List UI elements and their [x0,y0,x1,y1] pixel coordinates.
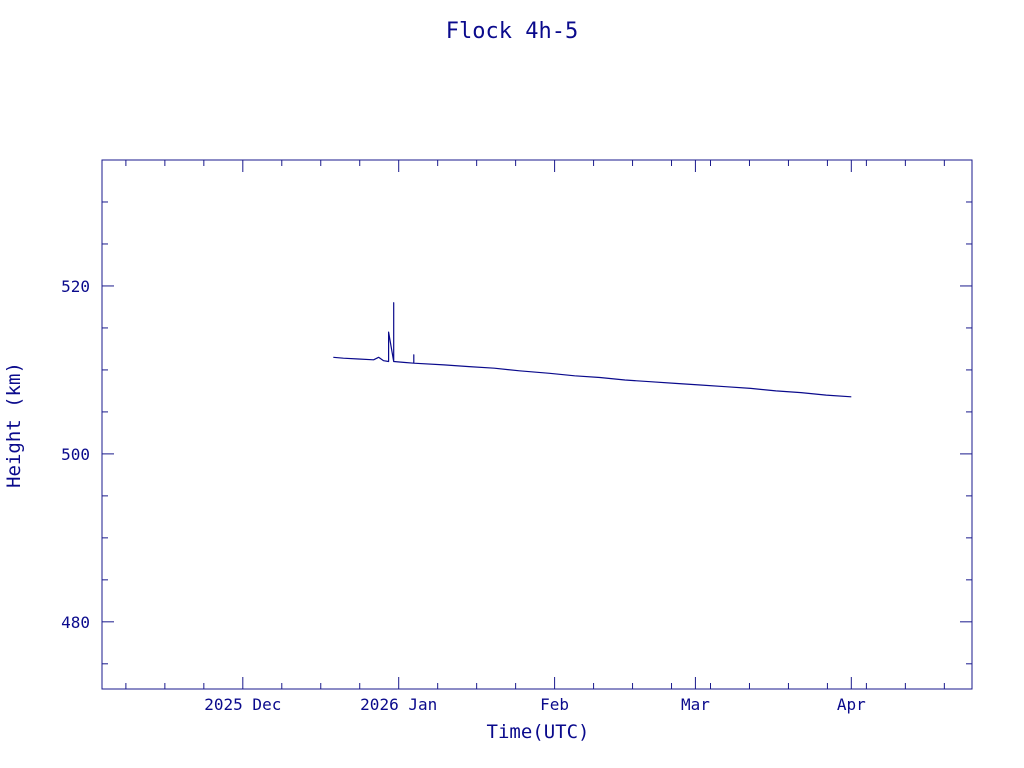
series-group [333,302,852,398]
y-tick-label: 480 [61,613,90,632]
x-tick-label: Feb [540,695,569,714]
series-line [333,302,852,398]
x-tick-label: Apr [837,695,866,714]
x-axis-label: Time(UTC) [487,721,590,743]
plot-frame [101,159,973,690]
x-tick-label: 2025 Dec [204,695,281,714]
chart-title: Flock 4h-5 [446,19,578,44]
x-tick-label: Mar [681,695,710,714]
y-axis-label: Height (km) [3,362,25,488]
y-tick-label: 500 [61,445,90,464]
axis-ticks [102,159,972,689]
x-tick-label: 2026 Jan [360,695,437,714]
y-tick-label: 520 [61,277,90,296]
tick-labels: 2025 Dec 2026 Jan Feb Mar Apr 480 500 520 [61,277,866,714]
